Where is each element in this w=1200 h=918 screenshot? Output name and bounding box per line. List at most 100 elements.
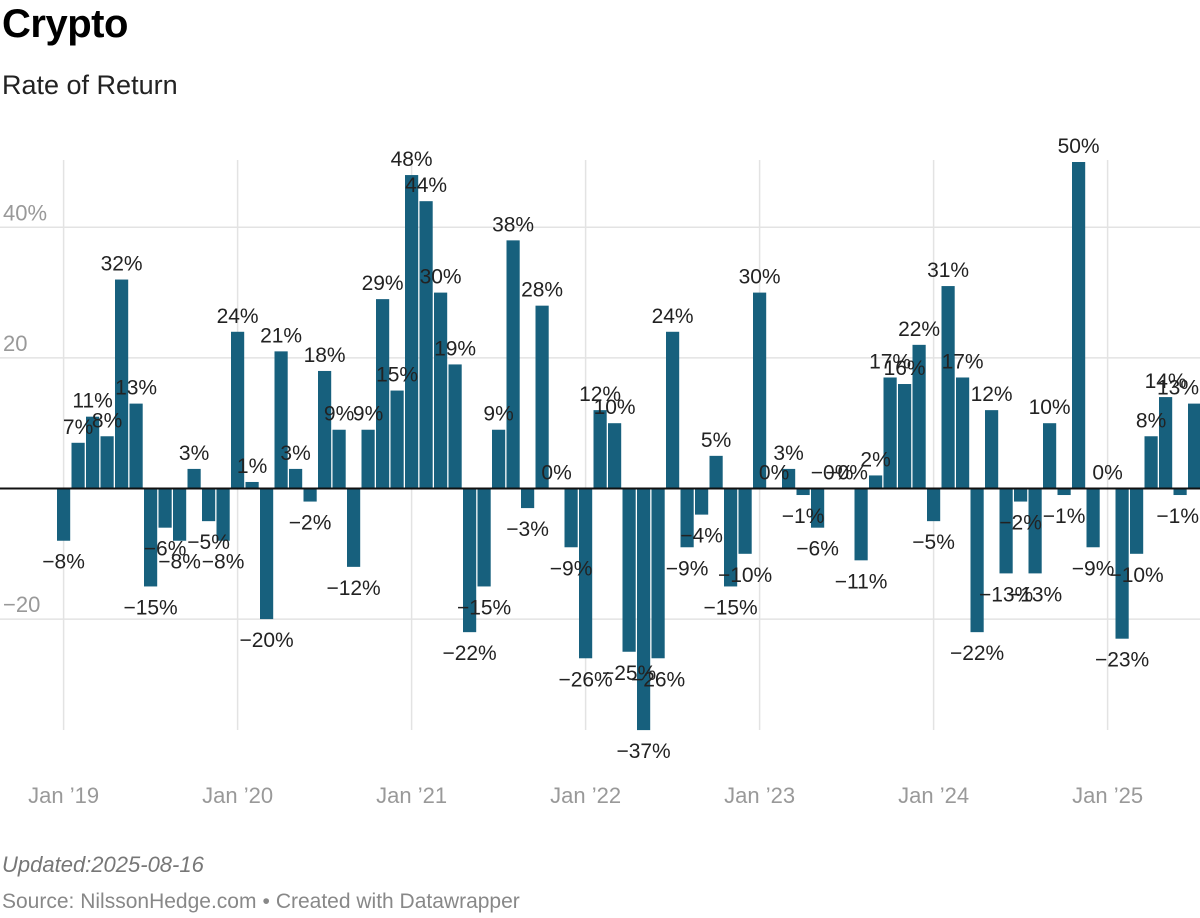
bar bbox=[405, 175, 419, 489]
bar bbox=[202, 488, 216, 522]
bar bbox=[1130, 488, 1144, 554]
bar-value-label: 9% bbox=[353, 403, 383, 426]
bar bbox=[593, 410, 607, 489]
bar-value-label: −26% bbox=[558, 668, 612, 691]
bar-value-label: 29% bbox=[362, 272, 404, 295]
bar bbox=[535, 305, 549, 489]
bar bbox=[173, 488, 187, 541]
bar-value-label: −8% bbox=[158, 551, 201, 574]
bar bbox=[927, 488, 941, 522]
bar-value-label: 1% bbox=[237, 455, 267, 478]
chart-subtitle: Rate of Return bbox=[2, 70, 178, 100]
bar-value-label: −11% bbox=[835, 570, 888, 593]
bar bbox=[956, 377, 970, 489]
bar-value-label: −15% bbox=[457, 596, 511, 619]
bar-value-label: 18% bbox=[304, 344, 346, 367]
bar-value-label: −5% bbox=[912, 531, 955, 554]
bar-value-label: 16% bbox=[884, 357, 926, 380]
bar-value-label: 8% bbox=[92, 409, 122, 432]
bar-value-label: 0% bbox=[759, 462, 789, 485]
bar bbox=[274, 351, 288, 489]
bar-value-label: −6% bbox=[144, 538, 187, 561]
bar-value-label: 24% bbox=[217, 305, 259, 328]
bar bbox=[303, 488, 317, 502]
bar bbox=[651, 488, 665, 659]
bar-value-label: 44% bbox=[405, 174, 447, 197]
bar bbox=[448, 364, 462, 489]
bar bbox=[347, 488, 361, 567]
x-tick-label: Jan ’24 bbox=[898, 783, 969, 808]
source-link[interactable]: NilssonHedge.com bbox=[80, 890, 257, 913]
bar-value-label: 3% bbox=[773, 442, 803, 465]
bar-value-label: −8% bbox=[202, 551, 245, 574]
bar-value-label: 9% bbox=[483, 403, 513, 426]
bar-value-label: −12% bbox=[326, 577, 380, 600]
bar-value-label: −3% bbox=[506, 518, 549, 541]
bar bbox=[463, 488, 477, 633]
bar bbox=[361, 429, 375, 489]
x-tick-label: Jan ’23 bbox=[724, 783, 795, 808]
bar bbox=[999, 488, 1013, 574]
source-separator: • bbox=[262, 890, 270, 913]
bar bbox=[898, 384, 912, 489]
bar-value-label: −25% bbox=[602, 662, 656, 685]
bar-value-label: 3% bbox=[179, 442, 209, 465]
bar-value-label: 14% bbox=[1145, 370, 1187, 393]
x-tick-label: Jan ’21 bbox=[376, 783, 447, 808]
bar bbox=[796, 488, 810, 496]
bar bbox=[724, 488, 738, 587]
bar-value-label: −1% bbox=[782, 505, 825, 528]
bar bbox=[477, 488, 491, 587]
bar bbox=[1115, 488, 1129, 639]
bar bbox=[1014, 488, 1028, 502]
bar bbox=[390, 390, 404, 489]
bar bbox=[260, 488, 274, 620]
bar-value-label: 48% bbox=[391, 148, 433, 171]
bar-value-label: −9% bbox=[666, 557, 709, 580]
bar-value-label: −10% bbox=[718, 564, 772, 587]
bar-value-label: 21% bbox=[260, 324, 302, 347]
x-tick-label: Jan ’22 bbox=[550, 783, 621, 808]
bar bbox=[434, 292, 448, 489]
created-with-link[interactable]: Created with Datawrapper bbox=[275, 890, 520, 913]
bar-value-label: −37% bbox=[616, 740, 670, 763]
bar bbox=[941, 286, 955, 489]
bar bbox=[144, 488, 158, 587]
bar-value-label: 28% bbox=[521, 279, 563, 302]
bar-value-label: 5% bbox=[701, 429, 731, 452]
bar-value-label: 3% bbox=[280, 442, 310, 465]
bar-value-label: −13% bbox=[979, 583, 1033, 606]
bar bbox=[216, 488, 230, 541]
bar-value-label: 13% bbox=[1157, 377, 1199, 400]
bar bbox=[115, 279, 129, 489]
bar-value-label: 17% bbox=[942, 350, 984, 373]
bar bbox=[492, 429, 506, 489]
y-tick-label: −20 bbox=[3, 592, 40, 617]
updated-date: 2025-08-16 bbox=[91, 852, 204, 877]
bar-value-label: −15% bbox=[703, 596, 757, 619]
bar bbox=[985, 410, 999, 489]
bar bbox=[1173, 488, 1187, 496]
bar bbox=[811, 488, 825, 528]
bar-value-label: −5% bbox=[187, 531, 230, 554]
bar bbox=[666, 331, 680, 489]
bar-value-label: −6% bbox=[796, 538, 839, 561]
bar bbox=[1072, 162, 1086, 489]
bar bbox=[521, 488, 535, 509]
bar-value-label: 17% bbox=[869, 350, 911, 373]
bar-value-label: 12% bbox=[971, 383, 1013, 406]
bar bbox=[1159, 397, 1173, 489]
bar-value-label: −8% bbox=[42, 551, 85, 574]
bar bbox=[782, 468, 796, 489]
bar bbox=[245, 481, 259, 489]
bar bbox=[187, 468, 201, 489]
bar bbox=[637, 488, 651, 731]
bar bbox=[506, 240, 520, 489]
bar bbox=[912, 344, 926, 489]
bar bbox=[1144, 436, 1158, 489]
bar bbox=[100, 436, 114, 489]
bar-value-label: −26% bbox=[631, 668, 685, 691]
source-note: Source: NilssonHedge.com • Created with Da… bbox=[2, 890, 520, 914]
bar-value-label: −22% bbox=[950, 642, 1004, 665]
bar-value-label: 8% bbox=[1136, 409, 1166, 432]
